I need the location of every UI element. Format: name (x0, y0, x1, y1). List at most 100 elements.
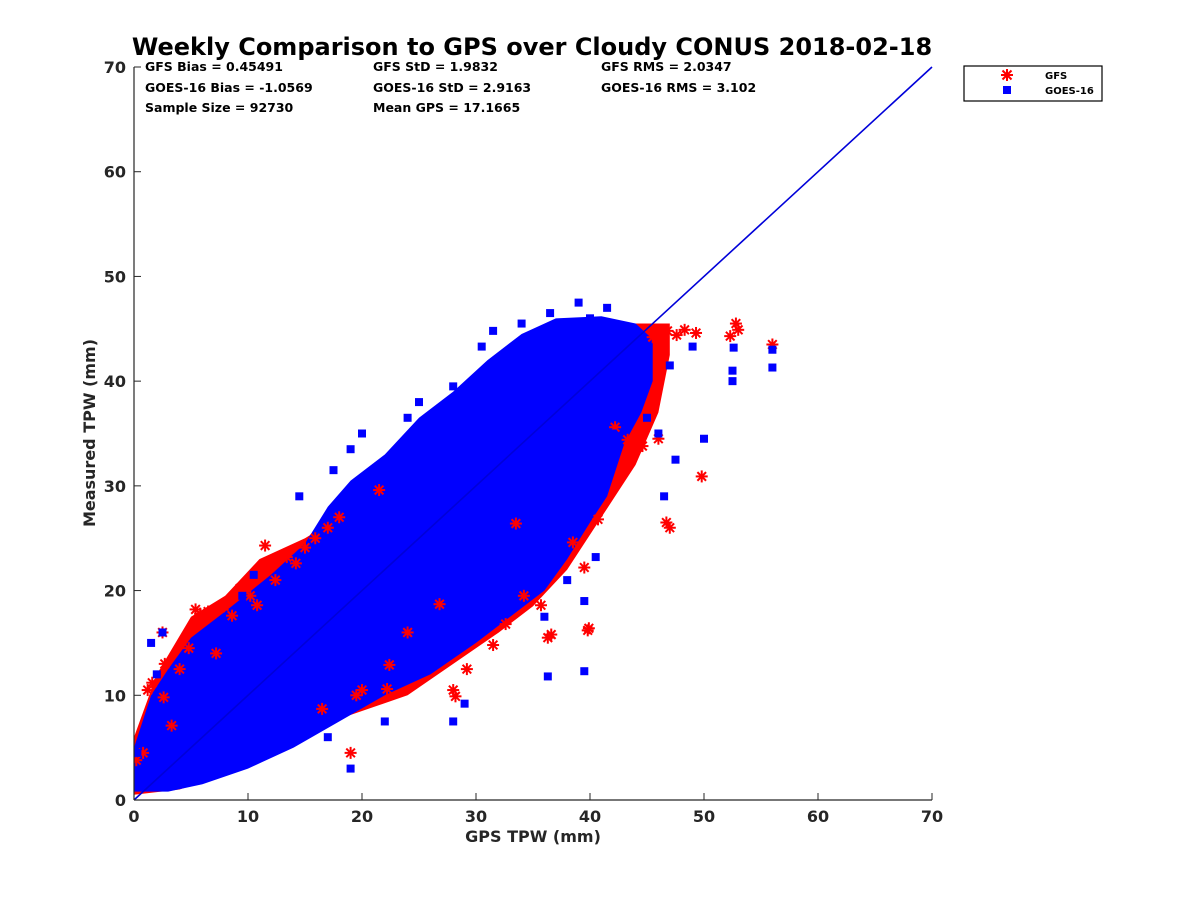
stat-gfs-std: GFS StD = 1.9832 (373, 59, 498, 74)
x-tick-label: 50 (693, 807, 715, 826)
gfs-point (636, 440, 649, 453)
x-ticks: 0 10 20 30 40 50 60 70 (128, 793, 943, 826)
goes16-point (489, 326, 498, 335)
goes16-point (728, 366, 737, 375)
goes16-point (158, 628, 167, 637)
legend-gfs-marker (1001, 69, 1013, 81)
gfs-point (146, 676, 159, 689)
goes16-point (603, 303, 612, 312)
goes16-point (580, 597, 589, 606)
gfs-point (661, 324, 674, 337)
gfs-point (678, 323, 691, 336)
gfs-point (202, 605, 215, 618)
legend-goes16-label: GOES-16 (1045, 86, 1094, 97)
goes16-point (358, 429, 366, 438)
goes16-point (323, 733, 332, 742)
goes16-point (728, 377, 737, 386)
goes16-point (543, 672, 552, 681)
y-tick-label: 50 (104, 267, 126, 286)
gfs-point (545, 628, 558, 641)
y-tick-label: 40 (104, 372, 126, 391)
x-tick-label: 10 (237, 807, 259, 826)
gfs-point (299, 541, 311, 554)
gfs-point (517, 589, 530, 602)
gfs-point (383, 658, 396, 671)
goes16-point (329, 466, 338, 475)
gfs-point (373, 484, 386, 497)
x-tick-label: 30 (465, 807, 487, 826)
goes16-point (660, 492, 669, 501)
goes16-point (500, 377, 509, 386)
goes16-point (403, 413, 412, 422)
gfs-point (460, 663, 473, 676)
goes16-point (517, 319, 526, 328)
stat-gfs-bias: GFS Bias = 0.45491 (145, 59, 283, 74)
y-axis-label: Measured TPW (mm) (80, 339, 99, 527)
gfs-point (433, 598, 446, 611)
gfs-point (333, 511, 346, 524)
gfs-point (289, 557, 302, 570)
goes16-point (700, 434, 708, 443)
one-to-one-line (133, 66, 933, 801)
legend: GFS GOES-16 (963, 65, 1103, 102)
gfs-point (344, 746, 357, 759)
gfs-point (487, 639, 500, 652)
goes16-point (540, 612, 549, 621)
goes16-point (580, 667, 589, 676)
chart-title: Weekly Comparison to GPS over Cloudy CON… (132, 33, 932, 61)
x-tick-label: 0 (128, 807, 139, 826)
goes16-point (380, 717, 389, 726)
gfs-point (724, 330, 737, 343)
gfs-point (621, 433, 634, 446)
gfs-point (280, 551, 293, 564)
gfs-point (401, 626, 414, 639)
goes16-point (620, 400, 629, 409)
goes16-point (688, 342, 697, 351)
x-axis-label: GPS TPW (mm) (465, 827, 601, 846)
gfs-point (321, 521, 334, 534)
goes16-point (574, 298, 583, 307)
goes16-point (346, 764, 355, 773)
goes16-point (426, 413, 435, 422)
goes16-point (768, 345, 777, 354)
gfs-point (381, 683, 394, 696)
gfs-point (732, 323, 745, 336)
gfs-point (210, 647, 223, 660)
legend-box (963, 65, 1103, 102)
goes16-point (768, 363, 777, 372)
point-cloud (134, 316, 670, 795)
gfs-point (218, 600, 231, 613)
gfs-point (647, 393, 660, 406)
goes16-point (295, 492, 304, 501)
goes16-point (449, 382, 458, 391)
gfs-point (259, 539, 272, 552)
y-tick-label: 60 (104, 163, 126, 182)
stat-goes-bias: GOES-16 Bias = -1.0569 (145, 80, 313, 95)
y-tick-label: 0 (115, 791, 126, 810)
stat-goes-std: GOES-16 StD = 2.9163 (373, 80, 531, 95)
x-tick-label: 20 (351, 807, 373, 826)
gfs-point (158, 657, 171, 670)
goes16-point (249, 570, 258, 579)
gfs-point (509, 517, 522, 530)
goes16-point (147, 638, 156, 647)
goes16-point (546, 309, 555, 318)
gfs-point (194, 607, 207, 620)
legend-gfs-label: GFS (1045, 71, 1067, 82)
gfs-point (309, 532, 322, 545)
gfs-point (591, 513, 604, 526)
goes16-point (671, 455, 680, 464)
gfs-point (578, 561, 591, 574)
x-tick-label: 70 (921, 807, 943, 826)
y-ticks: 0 10 20 30 40 50 60 70 (104, 58, 141, 810)
goes16-point (608, 429, 617, 438)
gfs-point (499, 618, 512, 631)
y-tick-label: 20 (104, 582, 126, 601)
gfs-point (226, 609, 239, 622)
gfs-point (646, 331, 659, 344)
x-tick-label: 60 (807, 807, 829, 826)
gfs-point (663, 521, 676, 534)
goes16-point (152, 670, 161, 679)
gfs-point (356, 684, 368, 697)
